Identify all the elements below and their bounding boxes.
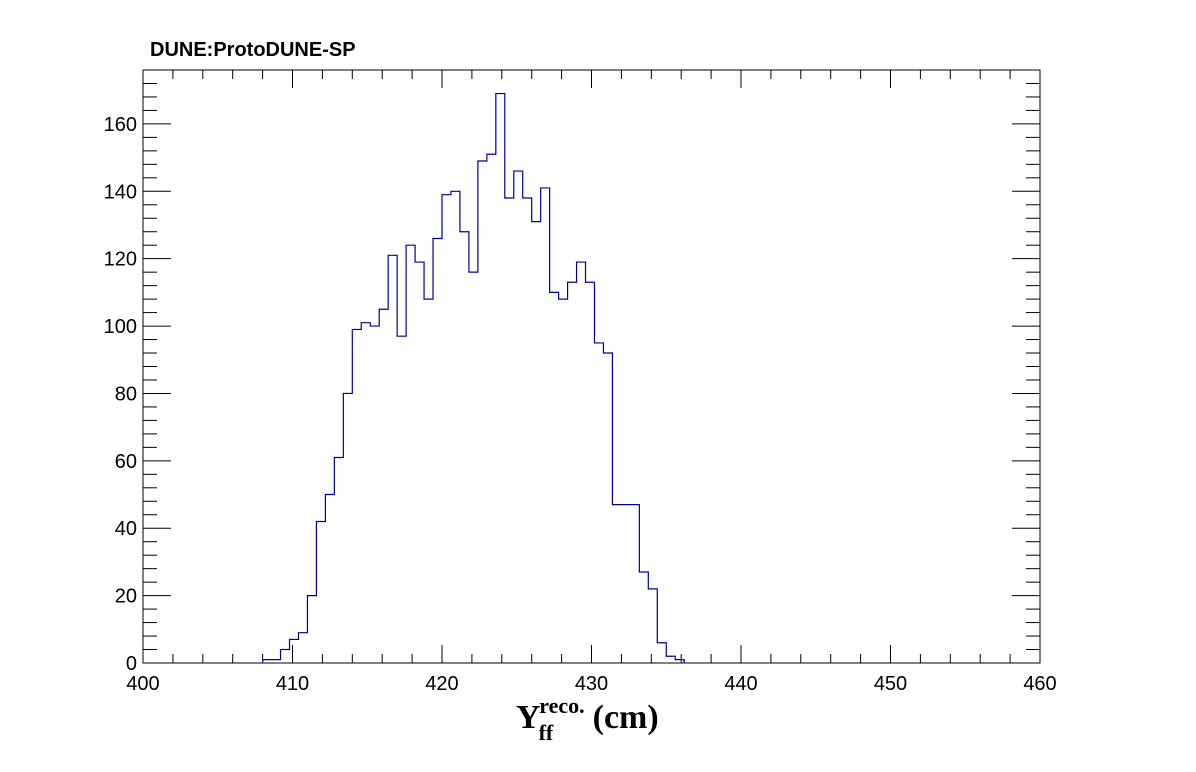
y-tick-label: 160 xyxy=(104,114,137,136)
y-tick-label: 60 xyxy=(115,451,137,473)
y-tick-label: 20 xyxy=(115,586,137,608)
x-tick-label: 410 xyxy=(276,673,309,695)
y-tick-label: 0 xyxy=(126,653,137,675)
y-tick-label: 120 xyxy=(104,249,137,271)
x-tick-label: 400 xyxy=(126,673,159,695)
x-axis-superscript: reco. xyxy=(539,693,584,718)
x-axis-subscript: ff xyxy=(539,720,554,745)
x-tick-labels: 400 410 420 430 440 450 460 xyxy=(126,673,1056,695)
x-axis-base: Y xyxy=(516,699,541,736)
plot-title: DUNE:ProtoDUNE-SP xyxy=(150,39,356,61)
y-tick-label: 40 xyxy=(115,518,137,540)
x-tick-label: 430 xyxy=(575,673,608,695)
x-tick-label: 450 xyxy=(874,673,907,695)
x-tick-label: 420 xyxy=(425,673,458,695)
x-tick-label: 440 xyxy=(724,673,757,695)
y-tick-label: 140 xyxy=(104,181,137,203)
plot-frame xyxy=(142,69,1041,664)
axis-ticks xyxy=(142,69,1041,664)
y-tick-label: 80 xyxy=(115,383,137,405)
x-axis-unit: (cm) xyxy=(593,699,659,736)
x-tick-label: 460 xyxy=(1023,673,1056,695)
y-tick-labels: 0 20 40 60 80 100 120 140 160 xyxy=(104,114,137,675)
y-tick-label: 100 xyxy=(104,316,137,338)
histogram-series xyxy=(262,92,685,663)
x-axis-title: Yffreco. (cm) xyxy=(516,693,659,745)
